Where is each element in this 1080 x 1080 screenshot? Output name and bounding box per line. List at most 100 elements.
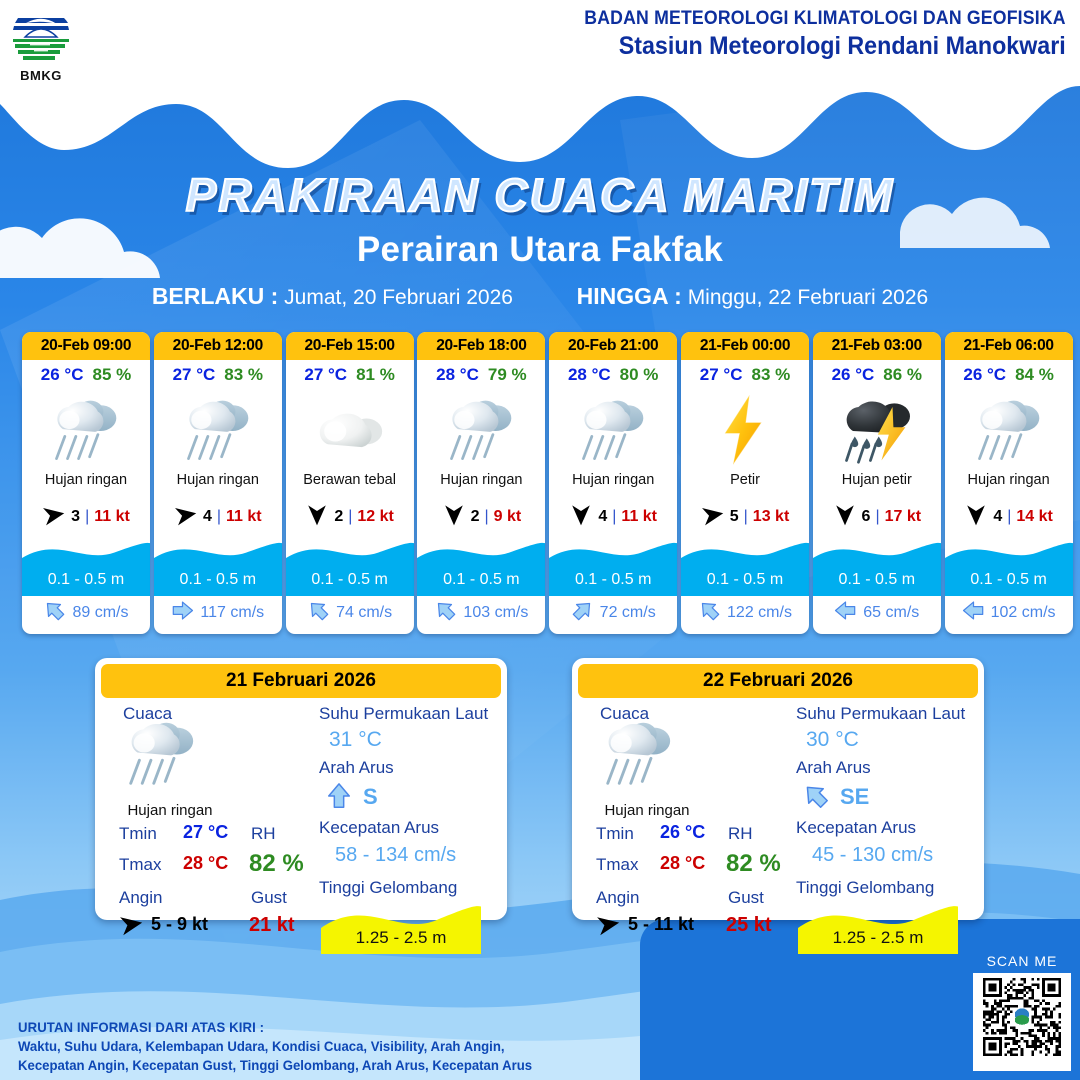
card-current-row: 72 cm/s [549, 596, 677, 630]
wind-separator: | [484, 508, 489, 525]
card-wind-row: 2 | 12 kt [286, 494, 414, 540]
card-time: 20-Feb 15:00 [285, 332, 414, 360]
daily-wave-band: 1.25 - 2.5 m [798, 902, 958, 954]
card-humidity: 80 % [619, 365, 659, 384]
card-temp-rh: 28 °C 80 % [549, 362, 677, 388]
wind-separator: | [1007, 508, 1012, 525]
card-temp-rh: 27 °C 83 % [681, 362, 809, 388]
daily-rh-label: RH [728, 824, 753, 843]
card-wind-speed: 11 kt [226, 508, 262, 525]
card-wave-height: 0.1 - 0.5 m [311, 571, 388, 588]
daily-condition: Hujan ringan [604, 802, 690, 819]
card-wind-speed: 14 kt [1016, 508, 1053, 525]
card-wind-speed: 11 kt [94, 508, 130, 525]
card-temp-rh: 27 °C 81 % [286, 362, 414, 388]
qr-code[interactable] [973, 973, 1071, 1071]
daily-date: 22 Februari 2026 [578, 664, 978, 698]
card-wind-row: 6 | 17 kt [813, 494, 941, 540]
daily-sst-value: 31 °C [329, 728, 382, 751]
card-humidity: 79 % [487, 365, 527, 384]
daily-wind-direction-icon [596, 912, 621, 942]
daily-current-speed: 58 - 134 cm/s [335, 844, 457, 866]
card-wind-speed: 12 kt [357, 508, 394, 525]
card-temperature: 27 °C [304, 365, 348, 384]
card-current-speed: 102 cm/s [990, 604, 1056, 621]
card-humidity: 86 % [883, 365, 923, 384]
card-wave-band: 0.1 - 0.5 m [549, 540, 678, 596]
card-wave-band: 0.1 - 0.5 m [285, 540, 414, 596]
daily-kec-arus-label: Kecepatan Arus [796, 818, 917, 837]
daily-current-direction-icon [802, 782, 830, 815]
daily-wind-direction-icon [119, 912, 144, 942]
card-humidity: 84 % [1015, 365, 1054, 384]
card-time: 20-Feb 21:00 [549, 332, 678, 360]
daily-gust-label: Gust [251, 888, 287, 907]
wind-direction-icon [569, 503, 593, 532]
wind-direction-icon [174, 503, 198, 532]
current-direction-icon [43, 599, 66, 627]
card-current-speed: 89 cm/s [72, 604, 129, 621]
card-humidity: 85 % [92, 365, 132, 384]
wind-direction-icon [833, 503, 857, 532]
daily-current-direction-icon [325, 782, 353, 815]
card-current-speed: 65 cm/s [863, 604, 920, 621]
daily-arah-arus-label: Arah Arus [319, 758, 394, 777]
card-temp-rh: 26 °C 86 % [813, 362, 941, 388]
wind-separator: | [216, 508, 222, 525]
card-condition: Hujan ringan [967, 472, 1050, 488]
card-condition: Hujan ringan [572, 472, 655, 488]
legend-footer: URUTAN INFORMASI DARI ATAS KIRI : Waktu,… [18, 1018, 532, 1075]
card-temperature: 26 °C [40, 365, 84, 384]
card-time: 21-Feb 00:00 [681, 332, 809, 360]
daily-current-direction: SE [840, 784, 870, 809]
card-wave-band: 0.1 - 0.5 m [681, 540, 809, 596]
light-rain-icon [154, 388, 282, 472]
card-wind-row: 3 | 11 kt [22, 494, 150, 540]
card-current-row: 65 cm/s [813, 596, 941, 630]
card-wave-height: 0.1 - 0.5 m [838, 571, 916, 588]
daily-tinggi-gel-label: Tinggi Gelombang [319, 878, 458, 897]
light-rain-icon [22, 388, 150, 472]
current-direction-icon [307, 599, 330, 627]
card-wind-row: 4 | 11 kt [549, 494, 677, 540]
card-temp-rh: 28 °C 79 % [417, 362, 545, 388]
card-wave-band: 0.1 - 0.5 m [153, 540, 282, 596]
daily-current-speed: 45 - 130 cm/s [812, 844, 934, 866]
daily-rh-value: 82 % [249, 850, 304, 877]
daily-wave-height: 1.25 - 2.5 m [832, 928, 924, 947]
card-wind-row: 4 | 11 kt [154, 494, 282, 540]
hourly-forecast-card: 21-Feb 06:00 26 °C 84 % Hujan ringan [944, 332, 1073, 634]
daily-cuaca-label: Cuaca [123, 704, 173, 723]
region-subtitle: Perairan Utara Fakfak [356, 230, 724, 269]
valid-from-value: Jumat, 20 Februari 2026 [284, 286, 513, 309]
card-visibility: 6 [861, 508, 871, 525]
daily-current-direction: S [363, 784, 378, 809]
daily-angin-label: Angin [119, 888, 163, 907]
daily-wind-value: 5 - 11 kt [628, 914, 695, 934]
card-wind-speed: 9 kt [493, 508, 522, 525]
bmkg-logo: BMKG [8, 6, 74, 83]
daily-cuaca-label: Cuaca [600, 704, 650, 723]
daily-tmax-value: 28 °C [183, 853, 229, 873]
hourly-forecast-card: 20-Feb 12:00 27 °C 83 % Hujan ringan [153, 332, 282, 634]
legend-line2: Kecepatan Angin, Kecepatan Gust, Tinggi … [18, 1057, 533, 1073]
wind-direction-icon [305, 503, 329, 532]
thunder-icon [681, 388, 809, 472]
hourly-forecast-row: 20-Feb 09:00 26 °C 85 % Hujan ringan [0, 332, 1080, 636]
card-time: 21-Feb 06:00 [944, 332, 1073, 360]
card-visibility: 2 [470, 508, 480, 525]
card-visibility: 3 [71, 508, 81, 525]
scan-block: SCAN ME [972, 953, 1072, 1071]
card-condition: Hujan ringan [44, 472, 128, 488]
card-current-row: 122 cm/s [681, 596, 809, 630]
legend-heading: URUTAN INFORMASI DARI ATAS KIRI : [18, 1019, 265, 1035]
card-temp-rh: 26 °C 84 % [945, 362, 1073, 388]
card-wave-height: 0.1 - 0.5 m [574, 571, 652, 588]
hourly-forecast-card: 20-Feb 15:00 27 °C 81 % Berawan tebal 2 … [285, 332, 414, 634]
card-current-speed: 72 cm/s [599, 604, 656, 621]
org-name-line1: BADAN METEOROLOGI KLIMATOLOGI DAN GEOFIS… [584, 8, 1066, 29]
card-current-row: 102 cm/s [945, 596, 1073, 630]
card-humidity: 83 % [751, 365, 791, 384]
daily-gust-value: 25 kt [726, 914, 772, 936]
card-temp-rh: 26 °C 85 % [22, 362, 150, 388]
